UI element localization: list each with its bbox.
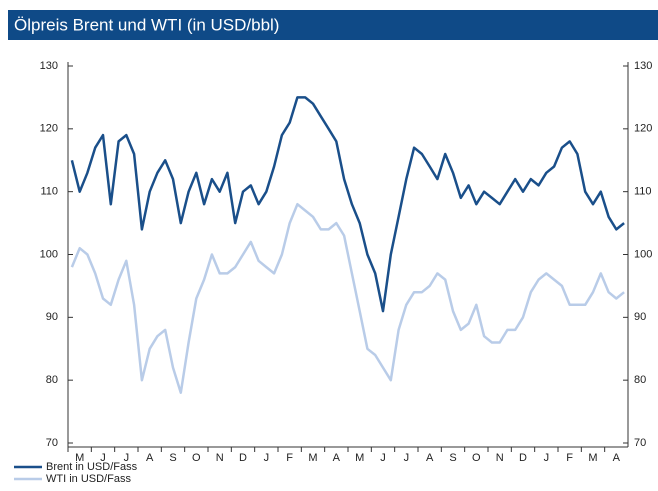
y-tick-label: 120 [40, 123, 58, 135]
x-tick-label: J [124, 452, 130, 464]
x-tick-label: A [146, 452, 154, 464]
x-tick-label: M [308, 452, 317, 464]
x-tick-label: N [496, 452, 504, 464]
x-tick-label: A [613, 452, 621, 464]
y-tick-label: 90 [46, 311, 58, 323]
x-tick-label: M [355, 452, 364, 464]
y2-tick-label: 110 [634, 186, 652, 198]
legend-label: Brent in USD/Fass [46, 461, 138, 473]
y-tick-label: 100 [40, 248, 58, 260]
y2-tick-label: 80 [634, 374, 646, 386]
x-tick-label: S [169, 452, 176, 464]
legend-label: WTI in USD/Fass [46, 473, 131, 485]
series-line [70, 96, 625, 313]
title-bar [8, 10, 658, 40]
chart-title: Ölpreis Brent und WTI (in USD/bbl) [14, 15, 279, 34]
x-tick-label: D [239, 452, 247, 464]
series-line [70, 202, 625, 394]
y-tick-label: 80 [46, 374, 58, 386]
x-tick-label: D [519, 452, 527, 464]
x-tick-label: J [404, 452, 410, 464]
y2-tick-label: 70 [634, 437, 646, 449]
x-tick-label: O [472, 452, 481, 464]
x-tick-label: F [286, 452, 293, 464]
x-tick-label: J [100, 452, 106, 464]
x-tick-label: N [216, 452, 224, 464]
y2-tick-label: 100 [634, 248, 652, 260]
x-tick-label: A [333, 452, 341, 464]
y-tick-label: 130 [40, 60, 58, 72]
y2-tick-label: 120 [634, 123, 652, 135]
x-tick-label: J [380, 452, 386, 464]
y2-tick-label: 130 [634, 60, 652, 72]
x-tick-label: J [544, 452, 550, 464]
x-tick-label: F [566, 452, 573, 464]
x-tick-label: O [192, 452, 201, 464]
x-tick-label: M [75, 452, 84, 464]
y2-tick-label: 90 [634, 311, 646, 323]
x-tick-label: J [264, 452, 270, 464]
y-tick-label: 70 [46, 437, 58, 449]
x-tick-label: S [449, 452, 456, 464]
x-tick-label: M [588, 452, 597, 464]
x-tick-label: A [426, 452, 434, 464]
y-tick-label: 110 [40, 186, 58, 198]
